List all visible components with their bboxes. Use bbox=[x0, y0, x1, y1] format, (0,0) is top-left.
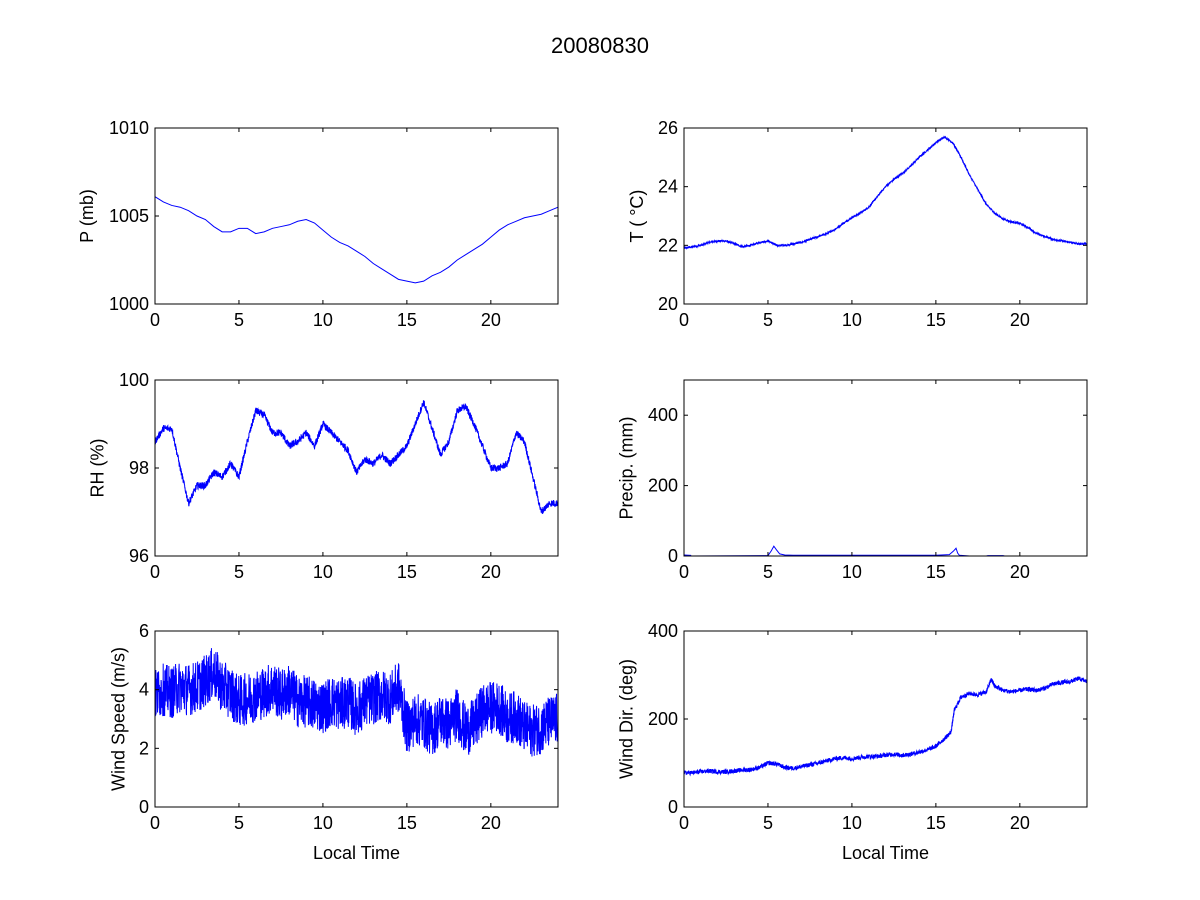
y-tick-label: 96 bbox=[129, 546, 149, 566]
x-tick-label: 0 bbox=[679, 310, 689, 330]
figure-title: 20080830 bbox=[551, 33, 649, 58]
y-tick-label: 0 bbox=[668, 546, 678, 566]
x-tick-label: 20 bbox=[1010, 562, 1030, 582]
x-tick-label: 10 bbox=[313, 310, 333, 330]
y-tick-label: 20 bbox=[658, 294, 678, 314]
plot-area bbox=[155, 128, 558, 304]
x-tick-label: 5 bbox=[234, 310, 244, 330]
x-tick-label: 5 bbox=[763, 310, 773, 330]
y-tick-label: 100 bbox=[119, 370, 149, 390]
x-tick-label: 15 bbox=[397, 562, 417, 582]
x-tick-label: 20 bbox=[1010, 310, 1030, 330]
x-tick-label: 20 bbox=[481, 562, 501, 582]
y-axis-label: Precip. (mm) bbox=[617, 417, 637, 520]
y-axis-label: P (mb) bbox=[77, 189, 97, 243]
subplot-wind-speed: 0 5 10 15 20 0 2 4 6 Wind Speed (m/s) Local Time bbox=[109, 621, 559, 863]
y-tick-label: 2 bbox=[139, 738, 149, 758]
x-axis-label: Local Time bbox=[313, 843, 400, 863]
y-tick-label: 1000 bbox=[109, 294, 149, 314]
y-tick-label: 98 bbox=[129, 458, 149, 478]
x-tick-label: 15 bbox=[926, 813, 946, 833]
series-line-wind-direction-0 bbox=[683, 675, 1088, 777]
x-tick-label: 20 bbox=[481, 310, 501, 330]
y-tick-label: 24 bbox=[658, 177, 678, 197]
axes-frame bbox=[683, 127, 1088, 305]
y-tick-label: 200 bbox=[648, 709, 678, 729]
y-tick-label: 400 bbox=[648, 405, 678, 425]
y-tick-label: 400 bbox=[648, 621, 678, 641]
x-tick-label: 0 bbox=[150, 562, 160, 582]
y-tick-label: 22 bbox=[658, 235, 678, 255]
y-tick-label: 0 bbox=[139, 797, 149, 817]
y-tick-label: 1005 bbox=[109, 206, 149, 226]
y-tick-label: 0 bbox=[668, 797, 678, 817]
x-tick-label: 10 bbox=[842, 562, 862, 582]
x-tick-label: 15 bbox=[397, 813, 417, 833]
x-tick-label: 5 bbox=[763, 562, 773, 582]
x-tick-label: 15 bbox=[926, 562, 946, 582]
x-tick-label: 5 bbox=[234, 562, 244, 582]
plot-area bbox=[684, 128, 1087, 304]
subplot-temperature: 0 5 10 15 20 20 22 24 26 T ( °C) bbox=[627, 118, 1088, 330]
series-line-temperature-0 bbox=[683, 135, 1088, 251]
series-line-humidity-0 bbox=[154, 400, 559, 514]
y-tick-label: 1010 bbox=[109, 118, 149, 138]
x-axis-label: Local Time bbox=[842, 843, 929, 863]
plot-area bbox=[684, 631, 1087, 807]
x-tick-label: 20 bbox=[1010, 813, 1030, 833]
x-tick-label: 5 bbox=[763, 813, 773, 833]
y-axis-label: Wind Speed (m/s) bbox=[109, 647, 129, 791]
y-tick-label: 200 bbox=[648, 476, 678, 496]
subplot-humidity: 0 5 10 15 20 96 98 100 RH (%) bbox=[88, 370, 559, 582]
x-tick-label: 15 bbox=[926, 310, 946, 330]
x-tick-label: 20 bbox=[481, 813, 501, 833]
x-tick-label: 0 bbox=[150, 813, 160, 833]
axes-frame bbox=[154, 630, 559, 808]
x-tick-label: 10 bbox=[313, 562, 333, 582]
plot-area bbox=[684, 380, 1087, 556]
x-tick-label: 5 bbox=[234, 813, 244, 833]
x-tick-label: 0 bbox=[679, 813, 689, 833]
axes-frame bbox=[683, 379, 1088, 557]
subplot-pressure: 0 5 10 15 20 1000 1005 1010 P (mb) bbox=[77, 118, 559, 330]
y-tick-label: 4 bbox=[139, 680, 149, 700]
y-tick-label: 6 bbox=[139, 621, 149, 641]
x-tick-label: 10 bbox=[842, 813, 862, 833]
y-tick-label: 26 bbox=[658, 118, 678, 138]
x-tick-label: 10 bbox=[842, 310, 862, 330]
x-tick-label: 0 bbox=[150, 310, 160, 330]
x-tick-label: 15 bbox=[397, 310, 417, 330]
y-axis-label: T ( °C) bbox=[627, 190, 647, 243]
series-line-pressure-0 bbox=[154, 196, 559, 284]
x-tick-label: 0 bbox=[679, 562, 689, 582]
series-line-wind-speed-0 bbox=[154, 648, 559, 757]
x-tick-label: 10 bbox=[313, 813, 333, 833]
y-axis-label: Wind Dir. (deg) bbox=[617, 659, 637, 779]
y-axis-label: RH (%) bbox=[88, 439, 108, 498]
